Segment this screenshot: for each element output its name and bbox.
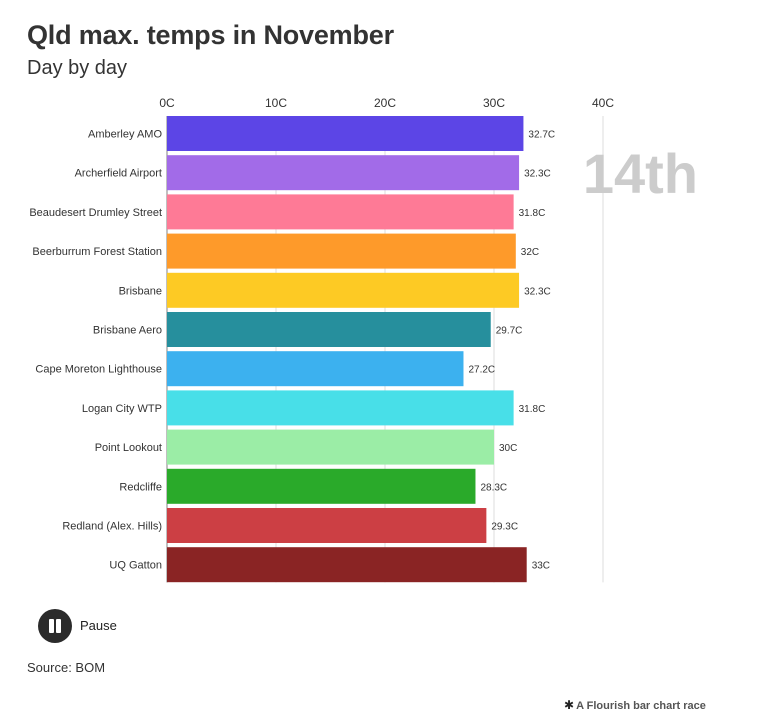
- date-label: 14th: [583, 142, 698, 205]
- x-tick-label: 20C: [374, 96, 396, 110]
- bar-chart: 0C 10C 20C 30C 40C Amberley AMO 32.7C Archerfie…: [29, 96, 698, 583]
- bar: [167, 312, 491, 347]
- value-label: 28.3C: [480, 482, 507, 493]
- value-label: 31.8C: [519, 208, 546, 219]
- value-label: 32.3C: [524, 169, 551, 180]
- value-label: 32.3C: [524, 286, 551, 297]
- label-layer: 0C 10C 20C 30C 40C Amberley AMO 32.7C Archerfie…: [29, 96, 614, 572]
- pause-icon-bar: [56, 619, 61, 633]
- category-label: UQ Gatton: [109, 560, 162, 572]
- value-label: 29.3C: [491, 522, 518, 533]
- category-label: Beaudesert Drumley Street: [29, 207, 162, 219]
- category-label: Brisbane: [119, 285, 162, 297]
- bar-layer: [167, 116, 527, 583]
- value-label: 31.8C: [519, 404, 546, 415]
- category-label: Cape Moreton Lighthouse: [35, 364, 162, 376]
- pause-icon: [49, 619, 54, 633]
- category-label: Point Lookout: [95, 442, 162, 454]
- category-label: Logan City WTP: [82, 403, 162, 415]
- category-label: Brisbane Aero: [93, 325, 162, 337]
- bar: [167, 351, 464, 387]
- x-tick-label: 0C: [159, 96, 175, 110]
- pause-label[interactable]: Pause: [80, 618, 117, 633]
- bar: [167, 429, 494, 465]
- bar: [167, 233, 516, 269]
- source-note: Source: BOM: [27, 660, 106, 675]
- bar: [167, 272, 520, 308]
- x-tick-label: 40C: [592, 96, 614, 110]
- bar: [167, 390, 514, 426]
- grid-layer: [166, 116, 604, 583]
- bar: [167, 194, 514, 230]
- flourish-credit[interactable]: ✱ A Flourish bar chart race: [564, 698, 706, 712]
- value-label: 33C: [532, 561, 550, 572]
- bar: [167, 116, 524, 151]
- value-label: 29.7C: [496, 326, 523, 337]
- bar: [167, 508, 487, 543]
- bar: [167, 547, 527, 583]
- pause-button[interactable]: [38, 609, 72, 643]
- asterisk-icon: ✱: [564, 698, 575, 712]
- value-label: 32.7C: [528, 130, 555, 141]
- bar: [167, 155, 520, 191]
- category-label: Redcliffe: [119, 481, 162, 493]
- credit-text: A Flourish bar chart race: [576, 700, 706, 712]
- value-label: 30C: [499, 443, 517, 454]
- category-label: Archerfield Airport: [75, 168, 162, 180]
- bar: [167, 468, 476, 504]
- x-tick-label: 30C: [483, 96, 505, 110]
- x-tick-label: 10C: [265, 96, 287, 110]
- chart-title: Qld max. temps in November: [27, 20, 394, 50]
- category-label: Redland (Alex. Hills): [62, 521, 162, 533]
- value-label: 27.2C: [468, 365, 495, 376]
- chart-subtitle: Day by day: [27, 57, 128, 79]
- value-label: 32C: [521, 247, 539, 258]
- category-label: Amberley AMO: [88, 129, 162, 141]
- category-label: Beerburrum Forest Station: [32, 246, 162, 258]
